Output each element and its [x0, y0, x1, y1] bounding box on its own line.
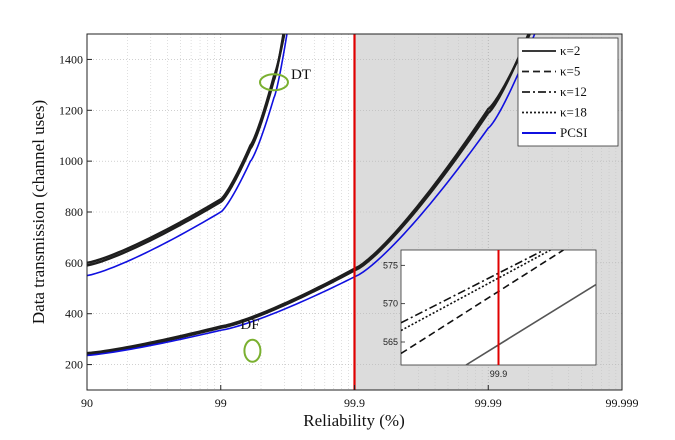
inset-zoom: 565 570 575 99.9 — [383, 249, 597, 379]
inset-series-line — [465, 283, 596, 365]
dt-annotation: DT — [291, 67, 311, 83]
y-tick-label: 1200 — [59, 103, 83, 117]
y-tick-label: 1400 — [59, 52, 83, 66]
y-axis-ticks: 200 400 600 800 1000 1200 1400 — [59, 52, 92, 372]
series-line — [87, 34, 288, 277]
df-annotation: DF — [240, 317, 259, 333]
legend-label: κ=5 — [560, 64, 580, 79]
y-tick-label: 200 — [65, 358, 83, 372]
x-axis-title: Reliability (%) — [303, 411, 405, 430]
x-tick-label: 90 — [81, 396, 93, 410]
legend: κ=2 κ=5 κ=12 κ=18 PCSI — [517, 37, 619, 147]
series-line — [87, 34, 286, 265]
x-axis-ticks: 90 99 99.9 99.99 99.999 — [81, 385, 639, 410]
y-axis-title: Data transmission (channel uses) — [29, 100, 48, 324]
inset-y-tick-label: 565 — [383, 337, 398, 347]
y-tick-label: 400 — [65, 307, 83, 321]
legend-label: κ=2 — [560, 43, 580, 58]
inset-y-tick-label: 570 — [383, 299, 398, 309]
inset-series-line — [401, 250, 545, 324]
inset-x-tick-label: 99.9 — [490, 369, 508, 379]
inset-series-line — [401, 250, 564, 355]
dt-marker-ellipse — [258, 73, 289, 92]
x-tick-label: 99.999 — [606, 396, 639, 410]
inset-series-line — [401, 250, 551, 332]
y-tick-label: 600 — [65, 256, 83, 270]
legend-label: κ=12 — [560, 84, 587, 99]
legend-label: κ=18 — [560, 105, 587, 120]
x-tick-label: 99 — [215, 396, 227, 410]
y-tick-label: 800 — [65, 205, 83, 219]
df-marker-ellipse — [243, 338, 262, 363]
y-tick-label: 1000 — [59, 154, 83, 168]
legend-label: PCSI — [560, 125, 587, 140]
x-tick-label: 99.9 — [344, 396, 365, 410]
inset-y-tick-label: 575 — [383, 260, 398, 270]
x-tick-label: 99.99 — [475, 396, 502, 410]
